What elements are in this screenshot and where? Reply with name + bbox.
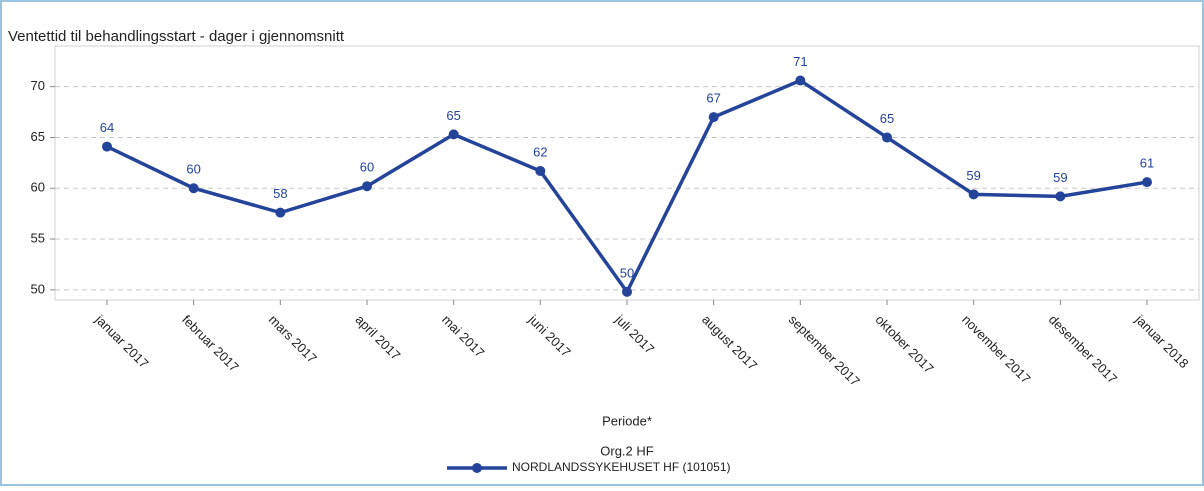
data-label: 61	[1140, 156, 1154, 171]
data-label: 58	[273, 186, 287, 201]
point	[535, 165, 546, 176]
y-tick-label: 50	[31, 281, 45, 296]
point	[795, 75, 806, 86]
point	[275, 207, 286, 218]
point	[102, 141, 112, 152]
y-tick-label: 70	[31, 78, 45, 93]
data-label: 60	[186, 162, 200, 177]
legend-label: NORDLANDSSYKEHUSET HF (101051)	[512, 460, 731, 474]
y-tick-label: 60	[31, 180, 45, 195]
y-tick-label: 65	[31, 129, 45, 144]
data-label: 62	[533, 144, 547, 159]
data-label: 59	[966, 168, 980, 183]
data-label: 67	[706, 91, 720, 106]
data-label: 60	[360, 160, 374, 175]
point	[362, 181, 372, 192]
data-label: 65	[880, 111, 894, 126]
y-tick-label: 55	[31, 230, 45, 245]
data-label: 71	[793, 54, 807, 69]
point	[708, 112, 719, 123]
data-label: 65	[446, 108, 460, 123]
chart-title: Ventettid til behandlingsstart - dager i…	[8, 28, 345, 45]
legend-marker	[472, 463, 482, 473]
point	[622, 286, 632, 297]
point	[968, 189, 979, 200]
point	[1142, 177, 1152, 188]
legend-title: Org.2 HF	[600, 443, 654, 458]
point	[448, 129, 459, 140]
data-label: 64	[100, 120, 114, 135]
data-label: 59	[1053, 170, 1067, 185]
point	[882, 132, 892, 143]
point	[188, 183, 199, 194]
x-axis-label: Periode*	[602, 413, 652, 428]
point	[1055, 191, 1066, 202]
data-label: 50	[620, 265, 634, 280]
